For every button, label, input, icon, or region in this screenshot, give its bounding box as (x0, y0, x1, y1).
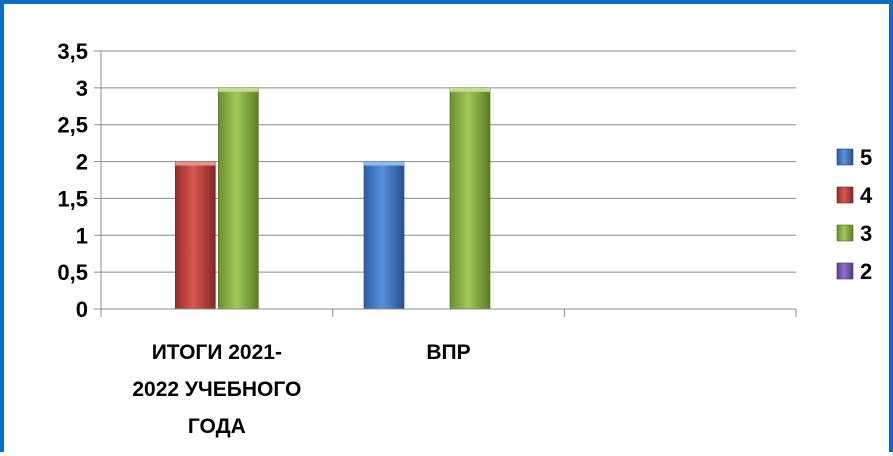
legend-swatch-2 (836, 262, 854, 280)
bar-top-highlight (218, 87, 259, 92)
bar-chart: 0 0,5 1 1,5 2 2,5 3 3,5 ИТОГИ 2021- 2022 УЧЕБНОГ… (57, 39, 873, 438)
legend-swatch-5 (836, 148, 854, 166)
legend-swatch-3 (836, 224, 854, 242)
y-tick-label: 1,5 (57, 186, 88, 211)
bar-series-4-1 (175, 161, 216, 310)
legend-label-5: 5 (860, 145, 872, 170)
x-category-label-line: ИТОГИ 2021- (152, 341, 282, 364)
bars (175, 87, 491, 310)
y-axis-tick-labels: 0 0,5 1 1,5 2 2,5 3 3,5 (57, 39, 88, 322)
x-category-label-line: ВПР (426, 341, 470, 364)
bar-top-highlight (175, 161, 216, 166)
x-category-label-line: 2022 УЧЕБНОГО (132, 378, 301, 401)
y-tick-label: 2,5 (57, 113, 88, 138)
y-tick-label: 1 (76, 223, 88, 248)
y-tick-label: 3 (76, 76, 88, 101)
bar-series-5-2 (363, 161, 405, 310)
bar-series-3-1 (218, 87, 259, 310)
legend: 5 4 3 2 (836, 145, 873, 284)
x-category-label-line: ГОДА (188, 415, 246, 438)
legend-label-4: 4 (860, 183, 873, 208)
x-axis (100, 51, 797, 317)
bar-top-highlight (364, 161, 404, 166)
y-tick-label: 0 (76, 297, 88, 322)
gridlines (94, 50, 796, 310)
legend-swatch-4 (836, 186, 854, 204)
y-tick-label: 0,5 (57, 260, 88, 285)
y-tick-label: 2 (76, 150, 88, 175)
bar-top-highlight (450, 87, 490, 92)
legend-label-2: 2 (860, 259, 872, 284)
legend-label-3: 3 (860, 221, 872, 246)
y-tick-label: 3,5 (57, 39, 88, 64)
x-axis-category-labels: ИТОГИ 2021- 2022 УЧЕБНОГО ГОДА ВПР (132, 341, 470, 438)
bar-series-3-2 (449, 87, 491, 310)
